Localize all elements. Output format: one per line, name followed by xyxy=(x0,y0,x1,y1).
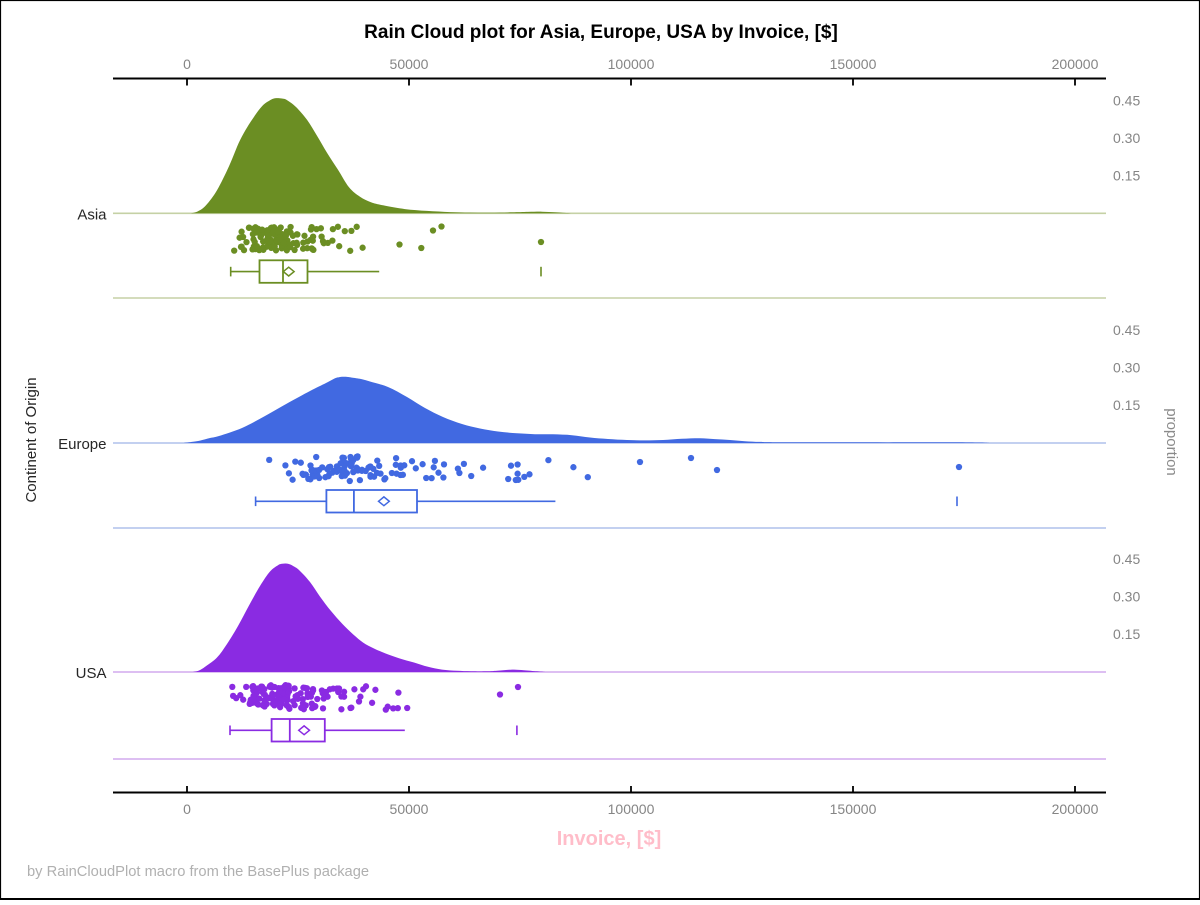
svg-text:100000: 100000 xyxy=(608,801,655,817)
svg-text:USA: USA xyxy=(76,665,107,682)
svg-text:0: 0 xyxy=(183,56,191,72)
svg-text:100000: 100000 xyxy=(608,56,655,72)
svg-text:200000: 200000 xyxy=(1052,801,1099,817)
svg-text:Rain Cloud plot for Asia, Euro: Rain Cloud plot for Asia, Europe, USA by… xyxy=(364,22,838,43)
svg-text:0.30: 0.30 xyxy=(1113,130,1140,146)
svg-text:200000: 200000 xyxy=(1052,56,1099,72)
svg-text:0.30: 0.30 xyxy=(1113,589,1140,605)
svg-text:150000: 150000 xyxy=(830,56,877,72)
svg-text:0.45: 0.45 xyxy=(1113,322,1140,338)
svg-text:0.15: 0.15 xyxy=(1113,626,1140,642)
svg-text:Europe: Europe xyxy=(58,436,106,453)
svg-text:0.45: 0.45 xyxy=(1113,93,1140,109)
svg-text:50000: 50000 xyxy=(390,56,429,72)
svg-text:50000: 50000 xyxy=(390,801,429,817)
svg-text:Asia: Asia xyxy=(77,207,107,224)
svg-text:0: 0 xyxy=(183,801,191,817)
svg-text:0.30: 0.30 xyxy=(1113,360,1140,376)
svg-text:0.15: 0.15 xyxy=(1113,168,1140,184)
svg-text:150000: 150000 xyxy=(830,801,877,817)
svg-text:proportion: proportion xyxy=(1163,408,1180,476)
svg-text:by RainCloudPlot macro from th: by RainCloudPlot macro from the BasePlus… xyxy=(27,864,369,880)
svg-text:0.45: 0.45 xyxy=(1113,551,1140,567)
svg-text:0.15: 0.15 xyxy=(1113,397,1140,413)
svg-text:Invoice, [$]: Invoice, [$] xyxy=(557,828,661,850)
svg-text:Continent of Origin: Continent of Origin xyxy=(23,377,40,502)
